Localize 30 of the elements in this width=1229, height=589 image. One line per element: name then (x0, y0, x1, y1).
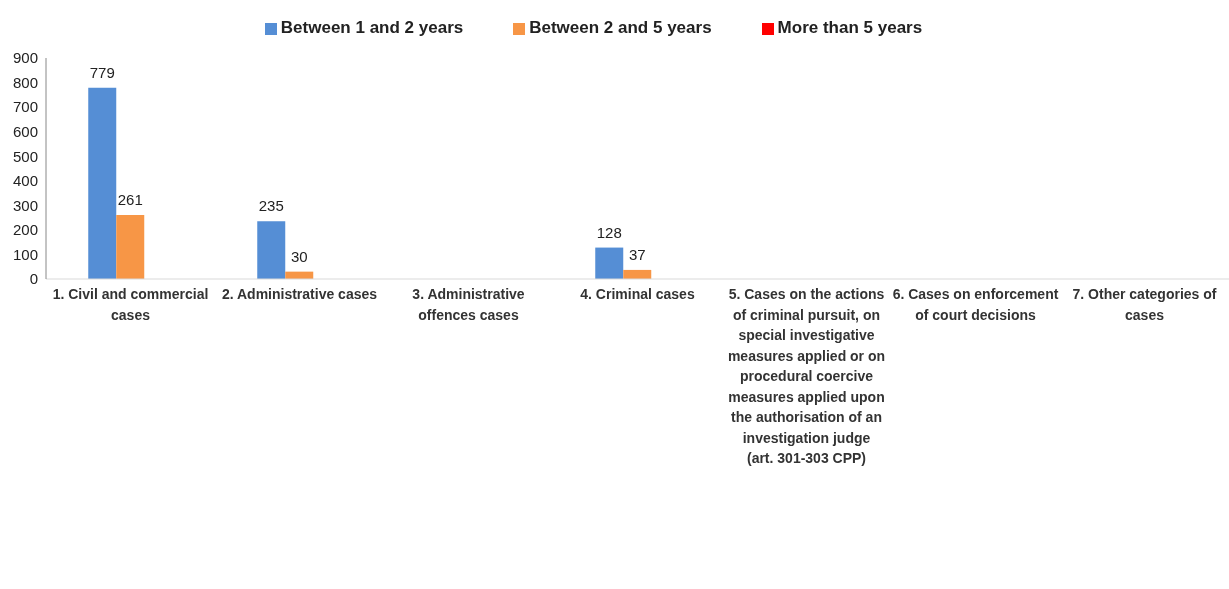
y-tick-label: 700 (12, 98, 38, 116)
y-tick-label: 900 (12, 49, 38, 67)
x-tick-label: 2. Administrative cases (221, 286, 378, 302)
bar (257, 221, 286, 279)
x-tick-label: 7. Other categories of cases (1072, 286, 1217, 323)
y-tick-label: 100 (12, 245, 38, 263)
x-tick-label: 4. Criminal cases (580, 286, 695, 302)
x-tick-label: 3. Administrative offences cases (412, 286, 525, 323)
bar (116, 214, 145, 279)
y-tick-label: 400 (12, 172, 38, 190)
legend-label: Between 1 and 2 years (280, 18, 464, 37)
data-label: 779 (89, 63, 115, 81)
data-label: 30 (290, 247, 308, 265)
data-label: 37 (628, 245, 646, 263)
y-tick-label: 0 (29, 270, 38, 288)
y-tick-label: 500 (12, 147, 38, 165)
y-tick-label: 200 (12, 221, 38, 239)
y-tick-label: 800 (12, 73, 38, 91)
category-label: 5. Cases on the actions of criminal pursuit, on special investigative measures applied or on procedural coercive measures applied upon the authorisation of an investigation judge (art. 301-303 CPP) (727, 286, 886, 466)
legend-label: More than 5 years (777, 18, 923, 37)
x-tick-label: 1. Civil and commercial cases (52, 286, 209, 323)
bar (88, 87, 117, 279)
y-tick-label: 600 (12, 122, 38, 140)
y-tick-label: 300 (12, 196, 38, 214)
data-label: 261 (117, 190, 143, 208)
bar (595, 247, 624, 279)
data-label: 235 (258, 197, 284, 215)
data-label: 128 (596, 223, 622, 241)
legend-label: Between 2 and 5 years (529, 18, 712, 37)
x-tick-label: 6. Cases on enforcement of court decisions (892, 286, 1059, 323)
